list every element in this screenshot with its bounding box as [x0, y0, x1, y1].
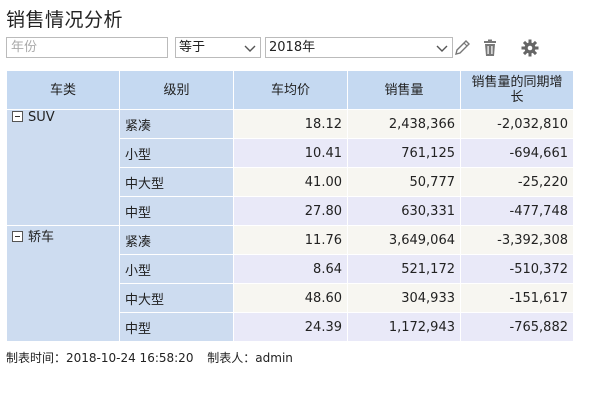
- table-row: 中大型 41.00 50,777 -25,220: [7, 167, 574, 197]
- filter-toolbar: 等于 2018年: [6, 37, 566, 60]
- made-time: 制表时间：2018-10-24 16:58:20: [6, 351, 194, 365]
- sales-table: 车类 级别 车均价 销售量 销售量的同期增长 SUV 紧凑 18.12 2,43…: [6, 70, 574, 342]
- avg-price-cell: 24.39: [233, 312, 348, 342]
- avg-price-cell: 11.76: [233, 225, 348, 255]
- yoy-cell: -2,032,810: [460, 109, 574, 139]
- table-row: 中型 27.80 630,331 -477,748: [7, 196, 574, 226]
- collapse-icon[interactable]: [12, 231, 23, 242]
- edit-button[interactable]: [452, 38, 472, 58]
- level-cell: 中型: [119, 196, 234, 226]
- gear-icon: [521, 39, 539, 57]
- operator-value: 等于: [179, 40, 206, 55]
- level-cell: 中大型: [119, 283, 234, 313]
- sales-cell: 3,649,064: [347, 225, 461, 255]
- header-sales[interactable]: 销售量: [347, 70, 461, 110]
- yoy-cell: -765,882: [460, 312, 574, 342]
- chevron-down-icon: [436, 45, 448, 52]
- made-by: 制表人：admin: [207, 351, 293, 365]
- table-row: 小型 8.64 521,172 -510,372: [7, 254, 574, 284]
- level-cell: 紧凑: [119, 109, 234, 139]
- settings-button[interactable]: [520, 38, 540, 58]
- chevron-down-icon: [244, 45, 256, 52]
- field-input[interactable]: [6, 37, 168, 58]
- filter-value: 2018年: [269, 40, 316, 55]
- group-cell-sedan: 轿车: [6, 225, 120, 342]
- level-cell: 中大型: [119, 167, 234, 197]
- delete-button[interactable]: [480, 38, 500, 58]
- pencil-icon: [455, 40, 470, 55]
- level-cell: 紧凑: [119, 225, 234, 255]
- sales-cell: 521,172: [347, 254, 461, 284]
- yoy-cell: -477,748: [460, 196, 574, 226]
- header-car-type[interactable]: 车类: [6, 70, 120, 110]
- avg-price-cell: 27.80: [233, 196, 348, 226]
- avg-price-cell: 48.60: [233, 283, 348, 313]
- level-cell: 小型: [119, 254, 234, 284]
- level-cell: 小型: [119, 138, 234, 168]
- yoy-cell: -510,372: [460, 254, 574, 284]
- value-select[interactable]: 2018年: [265, 37, 453, 58]
- group-label: 轿车: [28, 230, 55, 245]
- sales-cell: 630,331: [347, 196, 461, 226]
- header-level[interactable]: 级别: [119, 70, 234, 110]
- sales-cell: 304,933: [347, 283, 461, 313]
- level-cell: 中型: [119, 312, 234, 342]
- collapse-icon[interactable]: [12, 111, 23, 122]
- avg-price-cell: 8.64: [233, 254, 348, 284]
- table-row: 中型 24.39 1,172,943 -765,882: [7, 312, 574, 342]
- header-yoy-growth[interactable]: 销售量的同期增长: [460, 70, 574, 110]
- trash-icon: [484, 39, 496, 56]
- sales-cell: 1,172,943: [347, 312, 461, 342]
- table-row: 小型 10.41 761,125 -694,661: [7, 138, 574, 168]
- yoy-cell: -694,661: [460, 138, 574, 168]
- avg-price-cell: 18.12: [233, 109, 348, 139]
- sales-cell: 2,438,366: [347, 109, 461, 139]
- page-title: 销售情况分析: [6, 9, 124, 31]
- header-avg-price[interactable]: 车均价: [233, 70, 348, 110]
- sales-cell: 761,125: [347, 138, 461, 168]
- avg-price-cell: 10.41: [233, 138, 348, 168]
- yoy-cell: -25,220: [460, 167, 574, 197]
- avg-price-cell: 41.00: [233, 167, 348, 197]
- group-cell-suv: SUV: [6, 109, 120, 226]
- yoy-cell: -151,617: [460, 283, 574, 313]
- table-row: 轿车 紧凑 11.76 3,649,064 -3,392,308: [6, 225, 574, 342]
- yoy-cell: -3,392,308: [460, 225, 574, 255]
- operator-select[interactable]: 等于: [175, 37, 261, 58]
- group-label: SUV: [28, 110, 55, 125]
- report-footer: 制表时间：2018-10-24 16:58:20 制表人：admin: [6, 349, 303, 366]
- table-row: SUV 紧凑 18.12 2,438,366 -2,032,810: [6, 109, 574, 226]
- table-header-row: 车类 级别 车均价 销售量 销售量的同期增长: [6, 70, 574, 110]
- sales-cell: 50,777: [347, 167, 461, 197]
- table-row: 中大型 48.60 304,933 -151,617: [7, 283, 574, 313]
